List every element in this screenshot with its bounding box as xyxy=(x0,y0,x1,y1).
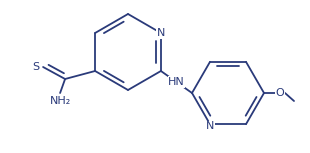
Text: HN: HN xyxy=(168,77,185,87)
Text: S: S xyxy=(33,62,40,72)
Text: O: O xyxy=(276,88,284,98)
Text: NH₂: NH₂ xyxy=(50,96,71,106)
Text: N: N xyxy=(157,28,165,38)
Text: N: N xyxy=(206,121,214,131)
